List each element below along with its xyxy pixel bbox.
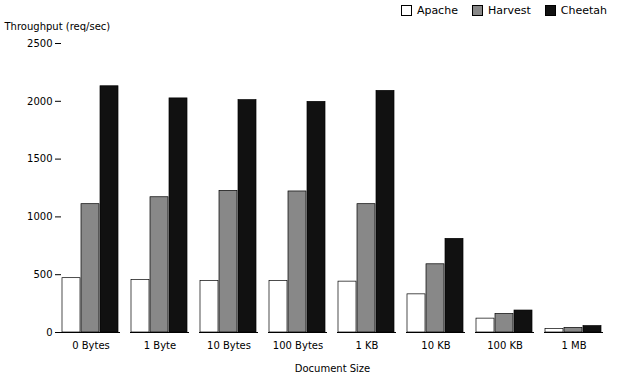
- svg-text:2500: 2500: [27, 38, 52, 49]
- svg-text:Document Size: Document Size: [295, 363, 371, 374]
- svg-text:10 Bytes: 10 Bytes: [207, 340, 251, 351]
- svg-text:1000: 1000: [27, 211, 52, 222]
- svg-text:100 KB: 100 KB: [487, 340, 523, 351]
- html-text:Cheetah: Cheetah: [560, 4, 607, 17]
- svg-text:0 Bytes: 0 Bytes: [72, 340, 110, 351]
- svg-text:1 MB: 1 MB: [561, 340, 586, 351]
- svg-text:0: 0: [46, 327, 52, 338]
- svg-text:10 KB: 10 KB: [421, 340, 450, 351]
- svg-text:1 Byte: 1 Byte: [144, 340, 176, 351]
- svg-text:1 KB: 1 KB: [356, 340, 379, 351]
- svg-text:2000: 2000: [27, 96, 52, 107]
- html-text:Apache: Apache: [416, 4, 458, 17]
- svg-text:100 Bytes: 100 Bytes: [273, 340, 323, 351]
- svg-text:500: 500: [33, 269, 52, 280]
- svg-text:1500: 1500: [27, 153, 52, 164]
- html-text:Harvest: Harvest: [487, 4, 531, 17]
- svg-text:Throughput (req/sec): Throughput (req/sec): [4, 21, 111, 32]
